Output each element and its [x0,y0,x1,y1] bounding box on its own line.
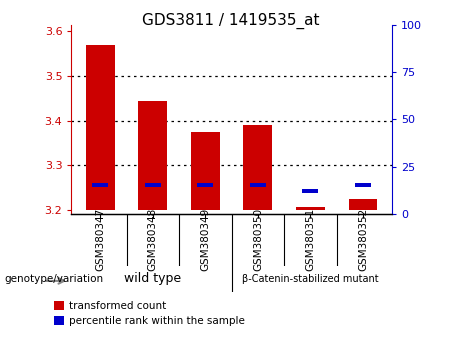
Bar [191,132,220,210]
Text: GSM380349: GSM380349 [201,208,210,272]
Bar [250,183,266,187]
Bar [145,183,161,187]
Text: β-Catenin-stabilized mutant: β-Catenin-stabilized mutant [242,274,379,284]
Legend: transformed count, percentile rank within the sample: transformed count, percentile rank withi… [53,301,245,326]
Bar [349,199,378,210]
Bar [296,207,325,210]
Text: GSM380352: GSM380352 [358,208,368,272]
Text: genotype/variation: genotype/variation [5,274,104,284]
Bar [355,183,371,187]
Bar [243,125,272,210]
Text: GSM380348: GSM380348 [148,208,158,272]
Text: wild type: wild type [124,272,182,285]
Text: GSM380347: GSM380347 [95,208,106,272]
Bar [92,183,108,187]
Bar [138,101,167,210]
Bar [302,189,319,193]
Bar [197,183,213,187]
Text: GSM380350: GSM380350 [253,208,263,272]
Bar [86,45,115,210]
Text: GDS3811 / 1419535_at: GDS3811 / 1419535_at [142,12,319,29]
Text: GSM380351: GSM380351 [306,208,315,272]
